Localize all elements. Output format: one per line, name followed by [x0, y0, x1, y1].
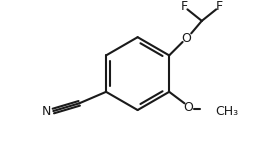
Text: CH₃: CH₃ [215, 104, 238, 118]
Text: F: F [215, 0, 223, 13]
Text: N: N [42, 106, 51, 118]
Text: O: O [182, 32, 191, 45]
Text: O: O [183, 101, 193, 114]
Text: F: F [181, 0, 188, 13]
